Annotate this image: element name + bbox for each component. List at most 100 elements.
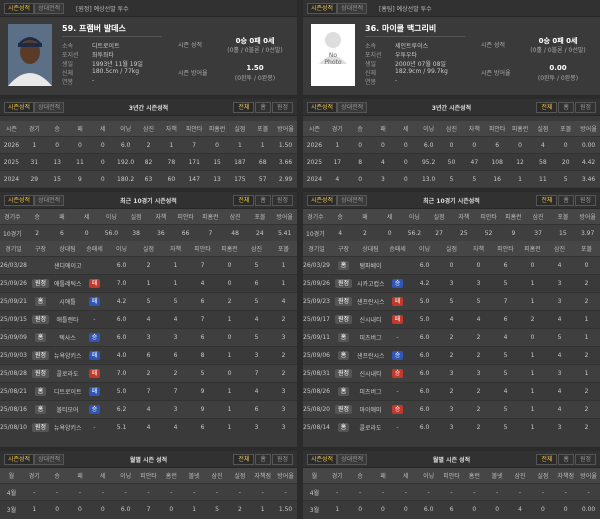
- table-cell: 홈: [27, 328, 54, 347]
- filter-button[interactable]: 전체: [536, 195, 558, 206]
- table-cell: 5: [492, 346, 519, 365]
- filter-button[interactable]: 원정: [574, 454, 596, 465]
- divider: [365, 36, 465, 37]
- column-header: 승: [45, 468, 69, 484]
- filter-button[interactable]: 전체: [536, 454, 558, 465]
- filter-button[interactable]: 원정: [574, 195, 596, 206]
- table-row: 2024 4 0 3 0 13.0 5 5 16 1 11 5 3.46: [303, 170, 600, 187]
- filter-button[interactable]: 홈: [558, 454, 574, 465]
- table-cell: 0: [519, 328, 546, 347]
- table-cell: 1: [162, 256, 189, 275]
- table-row: 25/09/11 홈 피츠버그 -6.0 2 2 4 0 5 1: [303, 328, 600, 347]
- table-cell: 5: [440, 170, 463, 187]
- table-cell: 25/09/26: [303, 274, 330, 293]
- profile-header: 시즌성적 상대전적 [원정] 예상선발 투수: [0, 0, 297, 17]
- table-cell: 36: [148, 224, 174, 241]
- filter-button[interactable]: 원정: [271, 195, 293, 206]
- header-row: 월 경기 승 패 세 이닝 피안타 홈런 볼넷 삼진 실점 자책점 방어율: [0, 468, 297, 484]
- tab[interactable]: 상대전적: [337, 3, 368, 14]
- tab[interactable]: 시즌성적: [307, 102, 338, 113]
- filter-button[interactable]: 홈: [255, 195, 271, 206]
- tab[interactable]: 시즌성적: [4, 195, 35, 206]
- table-cell: 승: [384, 364, 411, 383]
- table-cell: 홈: [330, 256, 357, 275]
- filter-button[interactable]: 원정: [574, 102, 596, 113]
- table-cell: 11: [531, 170, 555, 187]
- table-cell: 5: [243, 292, 270, 311]
- column-header: 포볼: [550, 209, 576, 225]
- tab[interactable]: 시즌성적: [4, 454, 35, 465]
- table-cell: 11: [68, 153, 92, 171]
- table-cell: 패: [81, 346, 108, 365]
- table-cell: 2: [573, 274, 600, 293]
- info-label: 생일: [365, 61, 377, 68]
- table-cell: 1: [519, 346, 546, 365]
- table-cell: 홈: [27, 400, 54, 419]
- filter-button[interactable]: 홈: [255, 102, 271, 113]
- tab[interactable]: 시즌성적: [307, 3, 338, 14]
- table-cell: 7: [135, 382, 162, 401]
- filter-button[interactable]: 홈: [558, 195, 574, 206]
- filter-button[interactable]: 원정: [271, 102, 293, 113]
- table-cell: 샌프란시스코: [357, 346, 384, 365]
- tab[interactable]: 상대전적: [34, 102, 65, 113]
- table-cell: 3: [270, 418, 297, 436]
- tab[interactable]: 상대전적: [337, 102, 368, 113]
- table-cell: 5: [189, 364, 216, 383]
- table-cell: -: [159, 483, 183, 501]
- table-cell: 홈: [27, 292, 54, 311]
- info-label: 소속: [62, 43, 74, 50]
- table-cell: -: [325, 483, 349, 501]
- tab[interactable]: 시즌성적: [4, 3, 35, 14]
- table-cell: 5: [162, 292, 189, 311]
- filter-button[interactable]: 전체: [233, 102, 255, 113]
- tab[interactable]: 상대전적: [34, 454, 65, 465]
- table-cell: 5: [465, 292, 492, 311]
- tab[interactable]: 시즌성적: [307, 195, 338, 206]
- filter-button[interactable]: 원정: [271, 454, 293, 465]
- filter-button[interactable]: 홈: [255, 454, 271, 465]
- player-panel: 시즌성적 상대전적 [홈팀] 예상선발 투수 No Photo 36. 마이클 맥그리비 소…: [303, 0, 600, 519]
- badge: 원정: [334, 315, 353, 324]
- column-header: 상대팀: [54, 241, 81, 257]
- tab[interactable]: 상대전적: [34, 3, 65, 14]
- filter-button[interactable]: 전체: [233, 454, 255, 465]
- filter-button[interactable]: 전체: [233, 195, 255, 206]
- table-cell: 홈: [330, 382, 357, 401]
- table-cell: 8: [189, 346, 216, 365]
- table-cell: 25/08/10: [0, 418, 27, 436]
- column-header: 피안타: [440, 468, 463, 484]
- tab[interactable]: 시즌성적: [307, 454, 338, 465]
- filter-button[interactable]: 전체: [536, 102, 558, 113]
- tab[interactable]: 시즌성적: [4, 102, 35, 113]
- table-cell: 텍사스: [54, 328, 81, 347]
- table-cell: 1: [325, 136, 349, 154]
- column-header: 승패세: [81, 241, 108, 257]
- tab[interactable]: 상대전적: [34, 195, 65, 206]
- table-cell: -: [508, 483, 532, 501]
- table-cell: 6.0: [108, 310, 135, 329]
- header-row: 경기일 구장 상대팀 승패세 이닝 실점 자책 피안타 피홈런 삼진 포볼: [303, 241, 600, 257]
- table-cell: 47: [462, 153, 486, 171]
- filter-button[interactable]: 홈: [558, 102, 574, 113]
- column-header: 세: [394, 121, 418, 137]
- info-value: 2000년 07월 08일: [395, 61, 446, 68]
- tab[interactable]: 상대전적: [337, 195, 368, 206]
- player-photo: No Photo: [311, 24, 355, 86]
- column-header: 경기수: [0, 209, 25, 225]
- table-row: 25/08/10 원정 뉴욕양키스 -5.1 4 4 6 1 3 3: [0, 418, 297, 436]
- table-cell: 2: [465, 382, 492, 401]
- column-header: 실점: [531, 468, 555, 484]
- table-row: 25/08/14 홈 콜로라도 -6.0 3 2 5 1 3 2: [303, 418, 600, 436]
- table-cell: 4: [492, 328, 519, 347]
- badge: 승: [391, 405, 404, 414]
- table-cell: 3: [162, 328, 189, 347]
- table-cell: 50: [440, 153, 463, 171]
- table-cell: 2: [216, 292, 243, 311]
- column-header: 방어율: [575, 209, 600, 225]
- table-row: 26/03/28 샌디에이고 6.0 2 1 7 0 5 1: [0, 256, 297, 275]
- tab[interactable]: 상대전적: [337, 454, 368, 465]
- table-cell: 7: [492, 292, 519, 311]
- column-header: 삼진: [440, 121, 463, 137]
